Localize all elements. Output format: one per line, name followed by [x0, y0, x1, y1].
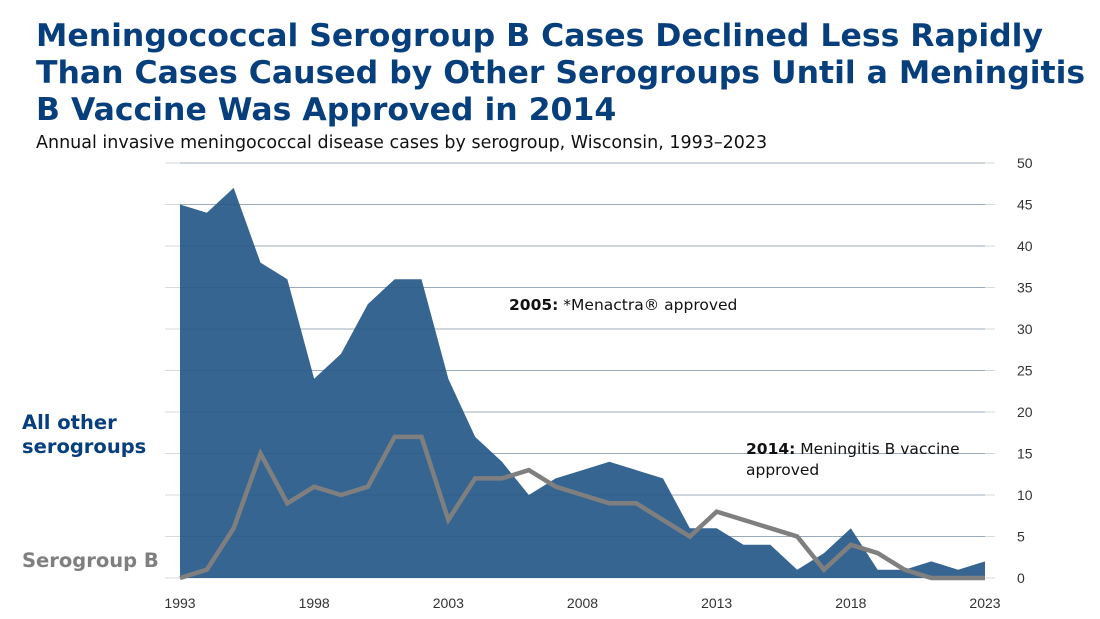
- y-tick-label: 15: [1017, 446, 1033, 462]
- line-serogroup-b: [179, 434, 985, 581]
- y-tick-label: 45: [1017, 197, 1033, 213]
- chart-subtitle: Annual invasive meningococcal disease ca…: [36, 133, 768, 153]
- x-tick-label: 2023: [969, 595, 1000, 611]
- legend-serogroup-b: Serogroup B: [22, 549, 159, 572]
- x-tick-label: 2003: [433, 595, 464, 611]
- chart-title: Meningococcal Serogroup B Cases Declined…: [36, 18, 1086, 128]
- series-layer: [179, 162, 985, 581]
- y-tick-label: 50: [1017, 155, 1033, 171]
- x-tick-label: 2018: [835, 595, 866, 611]
- legend-other-line1: All other: [22, 411, 117, 434]
- annotation-2014-text-line2: approved: [746, 461, 820, 479]
- annotation-2005-text: *Menactra® approved: [563, 296, 738, 314]
- area-all-other-serogroups: [180, 187, 985, 578]
- annotation-2005-year: 2005:: [509, 296, 559, 314]
- x-tick-label: 1998: [299, 595, 330, 611]
- x-tick-label: 1993: [164, 595, 195, 611]
- x-axis: 1993 1998 2003 2008 2013 2018 2023: [164, 595, 1000, 611]
- legend-all-other-serogroups: All other serogroups: [22, 411, 146, 459]
- x-tick-label: 2013: [701, 595, 732, 611]
- annotation-2005: 2005: *Menactra® approved: [509, 295, 737, 316]
- y-tick-label: 30: [1017, 321, 1033, 337]
- legend-other-line2: serogroups: [22, 435, 147, 458]
- y-tick-label: 40: [1017, 238, 1033, 254]
- y-tick-label: 35: [1017, 280, 1033, 296]
- annotation-2014-year: 2014:: [746, 440, 796, 458]
- x-tick-label: 2008: [567, 595, 598, 611]
- y-tick-label: 20: [1017, 404, 1033, 420]
- y-tick-label: 10: [1017, 487, 1033, 503]
- annotation-2014: 2014: Meningitis B vaccine approved: [746, 439, 960, 481]
- y-tick-label: 5: [1017, 529, 1025, 545]
- y-tick-label: 0: [1017, 570, 1025, 586]
- annotation-2014-text-line1: Meningitis B vaccine: [800, 440, 960, 458]
- y-tick-label: 25: [1017, 363, 1033, 379]
- y-axis: 0 5 10 15 20 25 30 35 40 45 50: [1017, 155, 1033, 586]
